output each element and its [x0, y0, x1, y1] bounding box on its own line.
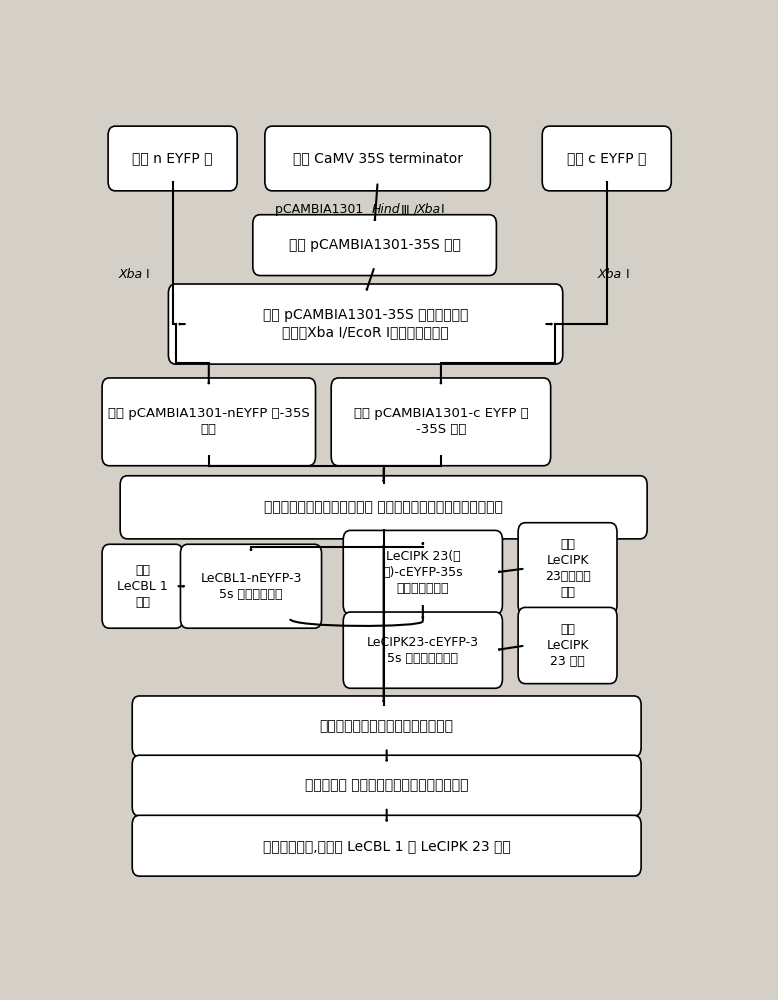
FancyBboxPatch shape	[253, 215, 496, 276]
Text: 构建 pCAMBIA1301-c EYFP 盒
-35S 载体: 构建 pCAMBIA1301-c EYFP 盒 -35S 载体	[353, 407, 528, 436]
FancyBboxPatch shape	[542, 126, 671, 191]
Text: LeCIPK 23(缺
失)-cEYFP-35s
的双元表达载体: LeCIPK 23(缺 失)-cEYFP-35s 的双元表达载体	[383, 550, 463, 595]
FancyBboxPatch shape	[168, 284, 562, 364]
FancyBboxPatch shape	[180, 544, 321, 628]
FancyBboxPatch shape	[265, 126, 490, 191]
Text: Ⅰ: Ⅰ	[622, 267, 629, 280]
FancyBboxPatch shape	[518, 523, 617, 614]
Text: 克隆
LeCIPK
23 基因: 克隆 LeCIPK 23 基因	[546, 623, 589, 668]
Text: Ⅰ: Ⅰ	[142, 267, 150, 280]
FancyBboxPatch shape	[108, 126, 237, 191]
FancyBboxPatch shape	[102, 378, 316, 466]
Text: 克隆 n EYFP 盒: 克隆 n EYFP 盒	[132, 151, 213, 165]
Text: Xba: Xba	[598, 267, 622, 280]
Text: 消除 pCAMBIA1301-35S 载体上多克隆
位点（Xba Ⅰ/EcoR Ⅰ）末端补平连接: 消除 pCAMBIA1301-35S 载体上多克隆 位点（Xba Ⅰ/EcoR …	[263, 308, 468, 340]
FancyBboxPatch shape	[343, 530, 503, 614]
FancyBboxPatch shape	[120, 476, 647, 539]
Text: 侵染本氏烟 激光共聚焦观察是否有荧光产生: 侵染本氏烟 激光共聚焦观察是否有荧光产生	[305, 779, 468, 793]
FancyBboxPatch shape	[132, 815, 641, 876]
FancyBboxPatch shape	[102, 544, 183, 628]
Text: 如果出现荧光,则证明 LeCBL 1 和 LeCIPK 23 互作: 如果出现荧光,则证明 LeCBL 1 和 LeCIPK 23 互作	[263, 839, 510, 853]
Text: 克隆 CaMV 35S terminator: 克隆 CaMV 35S terminator	[293, 151, 463, 165]
Text: LeCIPK23-cEYFP-3
5s 的双元表达载体: LeCIPK23-cEYFP-3 5s 的双元表达载体	[367, 636, 478, 665]
Text: Ⅰ: Ⅰ	[436, 203, 444, 216]
FancyBboxPatch shape	[518, 607, 617, 684]
FancyBboxPatch shape	[132, 696, 641, 757]
Text: 克隆
LeCBL 1
基因: 克隆 LeCBL 1 基因	[117, 564, 168, 609]
Text: pCAMBIA1301: pCAMBIA1301	[275, 203, 372, 216]
Text: Ⅲ /: Ⅲ /	[397, 203, 422, 216]
Text: 转化获得含有目的双元载体的农杆菌: 转化获得含有目的双元载体的农杆菌	[320, 719, 454, 733]
Text: Hind: Hind	[372, 203, 400, 216]
Text: 构建 pCAMBIA1301-35S 载体: 构建 pCAMBIA1301-35S 载体	[289, 238, 461, 252]
Text: Xba: Xba	[118, 267, 142, 280]
Text: LeCBL1-nEYFP-3
5s 双元表达载体: LeCBL1-nEYFP-3 5s 双元表达载体	[200, 572, 302, 601]
Text: 选择目的片段正向插入的克隆 构建双分子荧光蛋白互补载体平台: 选择目的片段正向插入的克隆 构建双分子荧光蛋白互补载体平台	[265, 500, 503, 514]
Text: 克隆
LeCIPK
23（缺失）
基因: 克隆 LeCIPK 23（缺失） 基因	[545, 538, 591, 599]
Text: 克隆 c EYFP 盒: 克隆 c EYFP 盒	[567, 151, 647, 165]
FancyBboxPatch shape	[343, 612, 503, 688]
Text: 构建 pCAMBIA1301-nEYFP 盒-35S
载体: 构建 pCAMBIA1301-nEYFP 盒-35S 载体	[108, 407, 310, 436]
FancyBboxPatch shape	[132, 755, 641, 816]
FancyBboxPatch shape	[331, 378, 551, 466]
Text: Xba: Xba	[417, 203, 441, 216]
